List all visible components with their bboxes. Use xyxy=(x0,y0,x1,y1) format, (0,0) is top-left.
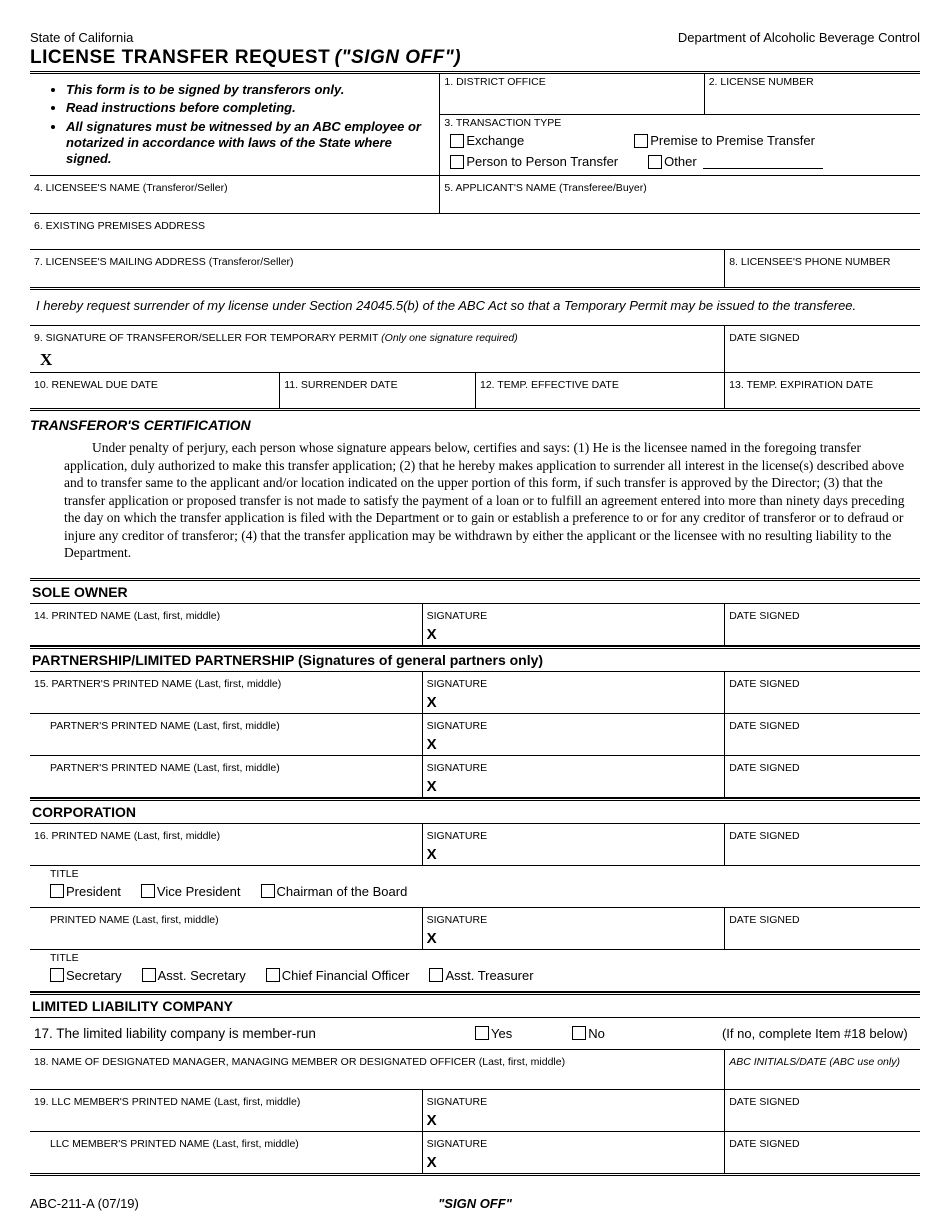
title-row: LICENSE TRANSFER REQUEST ("SIGN OFF") xyxy=(30,47,920,74)
field-19-date[interactable]: DATE SIGNED xyxy=(724,1090,920,1131)
footer-signoff: "SIGN OFF" xyxy=(324,1196,627,1211)
field-15-name[interactable]: 15. PARTNER'S PRINTED NAME (Last, first,… xyxy=(30,672,422,713)
row-7-8: 7. LICENSEE'S MAILING ADDRESS (Transfero… xyxy=(30,250,920,290)
row-4-5: 4. LICENSEE'S NAME (Transferor/Seller) 5… xyxy=(30,176,920,214)
form-title-sub: ("SIGN OFF") xyxy=(335,47,461,68)
checkbox-president[interactable]: President xyxy=(50,884,121,899)
row-19-1: 19. LLC MEMBER'S PRINTED NAME (Last, fir… xyxy=(30,1090,920,1132)
section-sole-owner: SOLE OWNER xyxy=(30,578,920,604)
field-district-office[interactable]: 1. DISTRICT OFFICE xyxy=(439,74,703,114)
checkbox-chairman[interactable]: Chairman of the Board xyxy=(261,884,408,899)
field-renewal-due[interactable]: 10. RENEWAL DUE DATE xyxy=(30,373,279,408)
row-llc-2: LLC MEMBER'S PRINTED NAME (Last, first, … xyxy=(30,1132,920,1176)
row-17: 17. The limited liability company is mem… xyxy=(30,1018,920,1050)
field-16-signature[interactable]: SIGNATUREX xyxy=(422,824,725,865)
field-licensee-name[interactable]: 4. LICENSEE'S NAME (Transferor/Seller) xyxy=(30,176,439,213)
field-llc2-date[interactable]: DATE SIGNED xyxy=(724,1132,920,1173)
field-premises-address[interactable]: 6. EXISTING PREMISES ADDRESS xyxy=(30,214,920,250)
field-14-signature[interactable]: SIGNATUREX xyxy=(422,604,725,645)
row-9: 9. SIGNATURE OF TRANSFEROR/SELLER FOR TE… xyxy=(30,325,920,373)
row-corp-title-1: TITLE President Vice President Chairman … xyxy=(30,866,920,908)
section-llc: LIMITED LIABILITY COMPANY xyxy=(30,992,920,1018)
form-number: ABC-211-A (07/19) xyxy=(30,1196,324,1211)
field-corp2-name[interactable]: PRINTED NAME (Last, first, middle) xyxy=(30,908,422,949)
field-date-signed-9[interactable]: DATE SIGNED xyxy=(724,326,920,372)
field-mailing-address[interactable]: 7. LICENSEE'S MAILING ADDRESS (Transfero… xyxy=(30,250,724,287)
field-15-signature[interactable]: SIGNATUREX xyxy=(422,672,725,713)
field-partner2-signature[interactable]: SIGNATUREX xyxy=(422,714,725,755)
field-partner3-name[interactable]: PARTNER'S PRINTED NAME (Last, first, mid… xyxy=(30,756,422,797)
field-phone[interactable]: 8. LICENSEE'S PHONE NUMBER xyxy=(724,250,920,287)
checkbox-other[interactable]: Other xyxy=(648,154,823,169)
checkbox-premise-transfer[interactable]: Premise to Premise Transfer xyxy=(634,133,815,148)
field-temp-expiration[interactable]: 13. TEMP. EXPIRATION DATE xyxy=(724,373,920,408)
field-temp-effective[interactable]: 12. TEMP. EFFECTIVE DATE xyxy=(475,373,724,408)
field-partner2-date[interactable]: DATE SIGNED xyxy=(724,714,920,755)
checkbox-exchange[interactable]: Exchange xyxy=(450,133,524,148)
row-1-2: 1. DISTRICT OFFICE 2. LICENSE NUMBER xyxy=(439,74,920,115)
field-partner3-signature[interactable]: SIGNATUREX xyxy=(422,756,725,797)
row-18: 18. NAME OF DESIGNATED MANAGER, MANAGING… xyxy=(30,1050,920,1090)
checkbox-secretary[interactable]: Secretary xyxy=(50,968,122,983)
field-license-number[interactable]: 2. LICENSE NUMBER xyxy=(704,74,920,114)
field-partner3-date[interactable]: DATE SIGNED xyxy=(724,756,920,797)
row-partner-2: PARTNER'S PRINTED NAME (Last, first, mid… xyxy=(30,714,920,756)
instructions-box: This form is to be signed by transferors… xyxy=(30,74,439,175)
checkbox-no[interactable]: No xyxy=(572,1026,605,1041)
top-right: 1. DISTRICT OFFICE 2. LICENSE NUMBER 3. … xyxy=(439,74,920,175)
field-14-date[interactable]: DATE SIGNED xyxy=(724,604,920,645)
field-corp2-signature[interactable]: SIGNATUREX xyxy=(422,908,725,949)
state-label: State of California xyxy=(30,30,133,45)
top-grid: This form is to be signed by transferors… xyxy=(30,74,920,176)
field-llc2-name[interactable]: LLC MEMBER'S PRINTED NAME (Last, first, … xyxy=(30,1132,422,1173)
row-15-1: 15. PARTNER'S PRINTED NAME (Last, first,… xyxy=(30,672,920,714)
field-16-date[interactable]: DATE SIGNED xyxy=(724,824,920,865)
row-10-13: 10. RENEWAL DUE DATE 11. SURRENDER DATE … xyxy=(30,373,920,411)
form-title: LICENSE TRANSFER REQUEST xyxy=(30,47,330,68)
section-corporation: CORPORATION xyxy=(30,798,920,824)
field-surrender-date[interactable]: 11. SURRENDER DATE xyxy=(279,373,475,408)
field-corp2-date[interactable]: DATE SIGNED xyxy=(724,908,920,949)
checkbox-asst-secretary[interactable]: Asst. Secretary xyxy=(142,968,246,983)
field-19-name[interactable]: 19. LLC MEMBER'S PRINTED NAME (Last, fir… xyxy=(30,1090,422,1131)
field-llc2-signature[interactable]: SIGNATUREX xyxy=(422,1132,725,1173)
field-18-manager[interactable]: 18. NAME OF DESIGNATED MANAGER, MANAGING… xyxy=(30,1050,724,1089)
field-19-signature[interactable]: SIGNATUREX xyxy=(422,1090,725,1131)
cert-body: Under penalty of perjury, each person wh… xyxy=(30,439,920,562)
instruction-item: This form is to be signed by transferors… xyxy=(66,82,429,98)
row-partner-3: PARTNER'S PRINTED NAME (Last, first, mid… xyxy=(30,756,920,798)
field-14-name[interactable]: 14. PRINTED NAME (Last, first, middle) xyxy=(30,604,422,645)
section-partnership: PARTNERSHIP/LIMITED PARTNERSHIP (Signatu… xyxy=(30,646,920,672)
instruction-item: All signatures must be witnessed by an A… xyxy=(66,119,429,168)
row-corp-title-2: TITLE Secretary Asst. Secretary Chief Fi… xyxy=(30,950,920,992)
checkbox-yes[interactable]: Yes xyxy=(475,1026,512,1041)
instruction-item: Read instructions before completing. xyxy=(66,100,429,116)
row-corp-2: PRINTED NAME (Last, first, middle) SIGNA… xyxy=(30,908,920,950)
header-row: State of California Department of Alcoho… xyxy=(30,30,920,45)
field-16-name[interactable]: 16. PRINTED NAME (Last, first, middle) xyxy=(30,824,422,865)
row-16-1: 16. PRINTED NAME (Last, first, middle) S… xyxy=(30,824,920,866)
field-signature-temp-permit[interactable]: 9. SIGNATURE OF TRANSFEROR/SELLER FOR TE… xyxy=(30,326,724,372)
footer: ABC-211-A (07/19) "SIGN OFF" xyxy=(30,1196,920,1211)
checkbox-asst-treasurer[interactable]: Asst. Treasurer xyxy=(429,968,533,983)
checkbox-person-transfer[interactable]: Person to Person Transfer xyxy=(450,154,618,169)
dept-label: Department of Alcoholic Beverage Control xyxy=(678,30,920,45)
checkbox-vice-president[interactable]: Vice President xyxy=(141,884,241,899)
field-partner2-name[interactable]: PARTNER'S PRINTED NAME (Last, first, mid… xyxy=(30,714,422,755)
checkbox-cfo[interactable]: Chief Financial Officer xyxy=(266,968,410,983)
row-14: 14. PRINTED NAME (Last, first, middle) S… xyxy=(30,604,920,646)
cert-title: TRANSFEROR'S CERTIFICATION xyxy=(30,417,920,433)
field-transaction-type: 3. TRANSACTION TYPE Exchange Premise to … xyxy=(439,115,920,175)
field-15-date[interactable]: DATE SIGNED xyxy=(724,672,920,713)
field-18-abc-initials: ABC INITIALS/DATE (ABC use only) xyxy=(724,1050,920,1089)
request-statement: I hereby request surrender of my license… xyxy=(30,290,920,325)
field-applicant-name[interactable]: 5. APPLICANT'S NAME (Transferee/Buyer) xyxy=(439,176,920,213)
signature-x: X xyxy=(40,350,720,370)
